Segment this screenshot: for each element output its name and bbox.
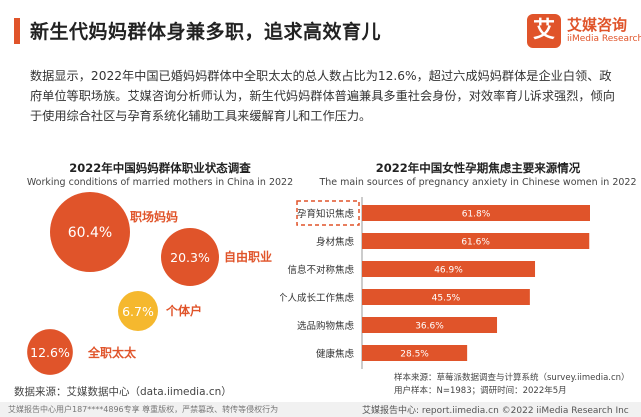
bar-2: [362, 233, 590, 249]
bubble-3: [118, 291, 158, 331]
bubble-value-label: 60.4%: [68, 225, 112, 241]
intro-paragraph: 数据显示，2022年中国已婚妈妈群体中全职太太的总人数占比为12.6%，超过六成…: [30, 69, 615, 123]
sample-note: 样本来源：草莓派数据调查与计算系统（survey.iimedia.cn） 用户样…: [394, 372, 630, 398]
bar-4: [362, 289, 530, 305]
bar-6: [362, 345, 468, 361]
bubble-value-label: 12.6%: [30, 345, 70, 360]
bar-3: [362, 261, 536, 277]
sample-source-text: 样本来源：草莓派数据调查与计算系统（survey.iimedia.cn）: [394, 373, 630, 383]
bubble-category-label: 职场妈妈: [130, 209, 178, 224]
data-source: 数据来源：艾媒数据中心（data.iimedia.cn）: [14, 386, 232, 398]
bar-value-label: 28.5%: [400, 350, 429, 360]
bar-category-label: 健康焦虑: [316, 348, 355, 360]
header: 新生代妈妈群体身兼多职，追求高效育儿 艾 艾媒咨询 iiMedia Resear…: [0, 0, 641, 62]
bubble-chart: 60.4% 职场妈妈 20.3% 自由职业 6.7% 个体户 12.6% 全职太太: [27, 192, 272, 375]
bar-value-label: 36.6%: [415, 322, 444, 332]
bubble-1: [50, 192, 130, 272]
bar-category-label: 选品购物焦虑: [297, 320, 355, 332]
page-title: 新生代妈妈群体身兼多职，追求高效育儿: [30, 21, 382, 43]
bar-5: [362, 317, 498, 333]
footer: 艾媒报告中心用户187****4896专享 尊重版权，严禁篡改、转传等侵权行为 …: [0, 402, 641, 417]
brand-logo-icon: 艾: [527, 14, 561, 48]
bubble-chart-subtitle: Working conditions of married mothers in…: [26, 177, 294, 188]
footer-report-link[interactable]: 艾媒报告中心: report.iimedia.cn ©2022 iiMedia …: [362, 406, 629, 416]
brand-logo: 艾 艾媒咨询 iiMedia Research: [527, 12, 641, 52]
sample-size-text: 用户样本：N=1983；调研时间：2022年5月: [394, 386, 567, 396]
brand-name-cn: 艾媒咨询: [567, 16, 628, 34]
bar-chart-title: 2022年中国女性孕期焦虑主要来源情况: [375, 161, 581, 175]
bar-category-label: 个人成长工作焦虑: [280, 292, 354, 304]
bubble-category-label: 个体户: [165, 303, 202, 318]
bubble-category-label: 自由职业: [224, 249, 272, 264]
bar-value-label: 46.9%: [434, 266, 463, 276]
bubble-category-label: 全职太太: [87, 345, 137, 360]
bar-value-label: 61.8%: [462, 210, 491, 220]
bar-1: [362, 205, 590, 221]
bar-chart-subtitle: The main sources of pregnancy anxiety in…: [319, 177, 637, 188]
bar-category-label: 孕育知识焦虑: [297, 208, 355, 220]
bar-chart: 孕育知识焦虑 61.8% 身材焦虑 61.6% 信息不对称焦虑 46.9% 个人成长工作焦虑…: [280, 197, 590, 369]
highlight-box: [296, 200, 360, 226]
footer-copyright: 艾媒报告中心用户187****4896专享 尊重版权，严禁篡改、转传等侵权行为: [8, 405, 279, 414]
bar-category-label: 信息不对称焦虑: [287, 264, 354, 276]
brand-name-en: iiMedia Research: [567, 34, 641, 44]
bar-value-label: 45.5%: [432, 294, 461, 304]
bubble-4: [27, 329, 73, 375]
bubble-value-label: 20.3%: [170, 250, 210, 265]
bubble-chart-title: 2022年中国妈妈群体职业状态调查: [69, 161, 251, 175]
bar-value-label: 61.6%: [461, 238, 490, 248]
bar-category-label: 身材焦虑: [316, 236, 355, 248]
bubble-value-label: 6.7%: [122, 304, 154, 319]
bubble-2: [161, 228, 219, 286]
title-accent-bar: [14, 18, 20, 44]
